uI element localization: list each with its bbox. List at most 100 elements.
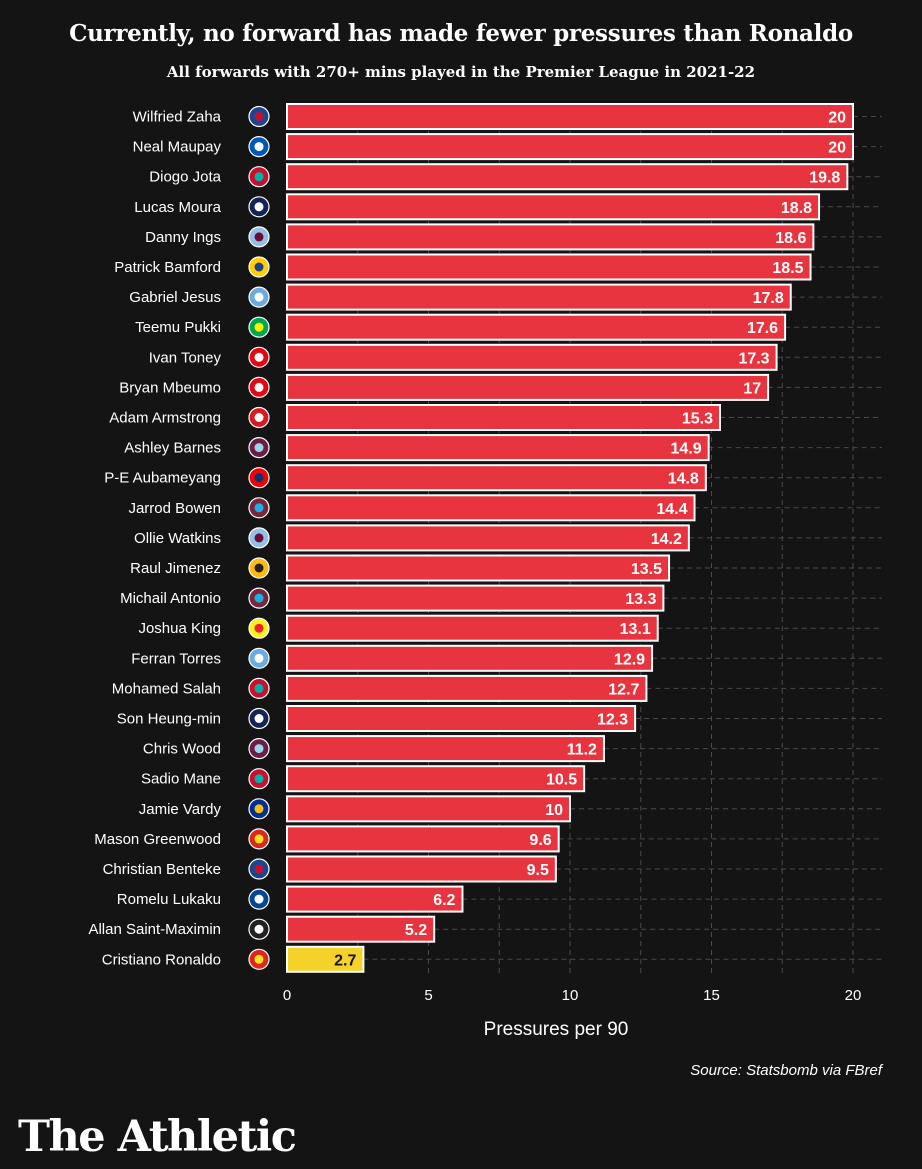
manchester-united-crest-icon <box>248 828 270 850</box>
bar <box>286 885 464 913</box>
chelsea-crest-icon <box>248 888 270 910</box>
wolves-crest-icon <box>248 557 270 579</box>
category-label: Bryan Mbeumo <box>119 379 221 396</box>
aston-villa-crest-icon <box>248 527 270 549</box>
category-label: Neal Maupay <box>133 139 222 156</box>
category-label: Christian Benteke <box>103 861 221 878</box>
category-label: Mason Greenwood <box>94 831 221 848</box>
category-label: Son Heung-min <box>117 711 221 728</box>
x-tick-label: 0 <box>283 987 291 1004</box>
x-axis-title: Pressures per 90 <box>484 1019 629 1040</box>
x-tick-label: 10 <box>562 987 579 1004</box>
x-tick-label: 5 <box>424 987 432 1004</box>
brand-logo: The Athletic <box>18 1112 297 1162</box>
value-label: 13.1 <box>620 621 651 638</box>
category-label: P-E Aubameyang <box>104 470 221 487</box>
category-label: Raul Jimenez <box>130 560 221 577</box>
tottenham-crest-icon <box>248 196 270 218</box>
value-label: 17.8 <box>753 290 784 307</box>
leicester-crest-icon <box>248 798 270 820</box>
chart-title: Currently, no forward has made fewer pre… <box>69 20 853 47</box>
bar <box>286 373 770 401</box>
value-label: 17.6 <box>747 320 778 337</box>
tottenham-crest-icon <box>248 707 270 730</box>
category-label: Ollie Watkins <box>134 530 221 547</box>
value-label: 15.3 <box>682 411 713 428</box>
bar <box>286 343 778 371</box>
category-label: Gabriel Jesus <box>129 289 221 306</box>
manchester-city-crest-icon <box>248 647 270 669</box>
category-label: Cristiano Ronaldo <box>102 951 221 968</box>
value-label: 18.8 <box>781 200 812 217</box>
value-label: 12.3 <box>597 712 628 729</box>
bar <box>286 584 665 612</box>
category-label: Sadio Mane <box>141 771 221 788</box>
category-label: Wilfried Zaha <box>133 109 222 126</box>
value-label: 14.4 <box>656 501 687 518</box>
west-ham-crest-icon <box>248 497 270 519</box>
value-label: 19.8 <box>809 170 840 187</box>
bar <box>286 253 812 281</box>
value-label: 14.8 <box>668 471 699 488</box>
category-label: Ashley Barnes <box>124 440 221 457</box>
value-label: 13.3 <box>625 591 656 608</box>
bar <box>286 313 787 341</box>
value-label: 13.5 <box>631 561 662 578</box>
category-label: Jamie Vardy <box>139 801 222 818</box>
bar <box>286 404 721 431</box>
value-label: 12.9 <box>614 651 645 668</box>
category-label: Adam Armstrong <box>109 410 221 427</box>
category-label: Michail Antonio <box>120 590 221 607</box>
bar <box>286 614 659 642</box>
bar <box>286 644 654 672</box>
liverpool-crest-icon <box>248 677 270 700</box>
brentford-crest-icon <box>248 346 270 368</box>
bar <box>286 133 854 161</box>
bar <box>286 915 436 943</box>
crystal-palace-crest-icon <box>248 105 270 128</box>
bar-chart: Wilfried Zaha 20 Neal Maupay 20 Diogo Jota 19… <box>88 103 882 1040</box>
value-label: 14.2 <box>651 531 682 548</box>
category-label: Ferran Torres <box>131 650 221 667</box>
liverpool-crest-icon <box>248 166 270 188</box>
manchester-united-crest-icon <box>248 948 270 970</box>
bar <box>286 163 849 191</box>
watford-crest-icon <box>248 617 270 639</box>
brentford-crest-icon <box>248 376 270 398</box>
value-label: 17 <box>743 380 761 397</box>
bar <box>286 674 648 702</box>
value-label: 17.3 <box>738 350 769 367</box>
norwich-crest-icon <box>248 316 270 338</box>
x-tick-label: 20 <box>845 987 862 1004</box>
value-label: 9.5 <box>527 862 549 879</box>
bar <box>286 735 605 763</box>
category-label: Teemu Pukki <box>135 319 221 336</box>
newcastle-crest-icon <box>248 918 270 940</box>
burnley-crest-icon <box>248 737 270 760</box>
value-label: 20 <box>828 110 846 127</box>
bar-highlighted <box>286 945 365 973</box>
bar <box>286 705 637 732</box>
bar <box>286 825 560 853</box>
bar <box>286 434 710 462</box>
category-label: Lucas Moura <box>134 199 221 216</box>
category-label: Joshua King <box>138 620 221 637</box>
bar <box>286 554 671 582</box>
bar <box>286 223 815 251</box>
category-label: Ivan Toney <box>149 349 222 366</box>
liverpool-crest-icon <box>248 768 270 790</box>
category-label: Diogo Jota <box>149 169 221 186</box>
value-label: 18.5 <box>772 260 803 277</box>
x-tick-label: 15 <box>703 987 720 1004</box>
source-note: Source: Statsbomb via FBref <box>690 1062 882 1079</box>
arsenal-crest-icon <box>248 467 270 489</box>
bar <box>286 524 690 552</box>
value-label: 14.9 <box>671 441 702 458</box>
bar <box>286 765 586 793</box>
leeds-crest-icon <box>248 256 270 278</box>
category-label: Patrick Bamford <box>114 259 221 276</box>
category-label: Chris Wood <box>143 741 221 758</box>
category-label: Mohamed Salah <box>112 680 221 697</box>
chart-subtitle: All forwards with 270+ mins played in th… <box>166 63 756 81</box>
aston-villa-crest-icon <box>248 226 270 248</box>
